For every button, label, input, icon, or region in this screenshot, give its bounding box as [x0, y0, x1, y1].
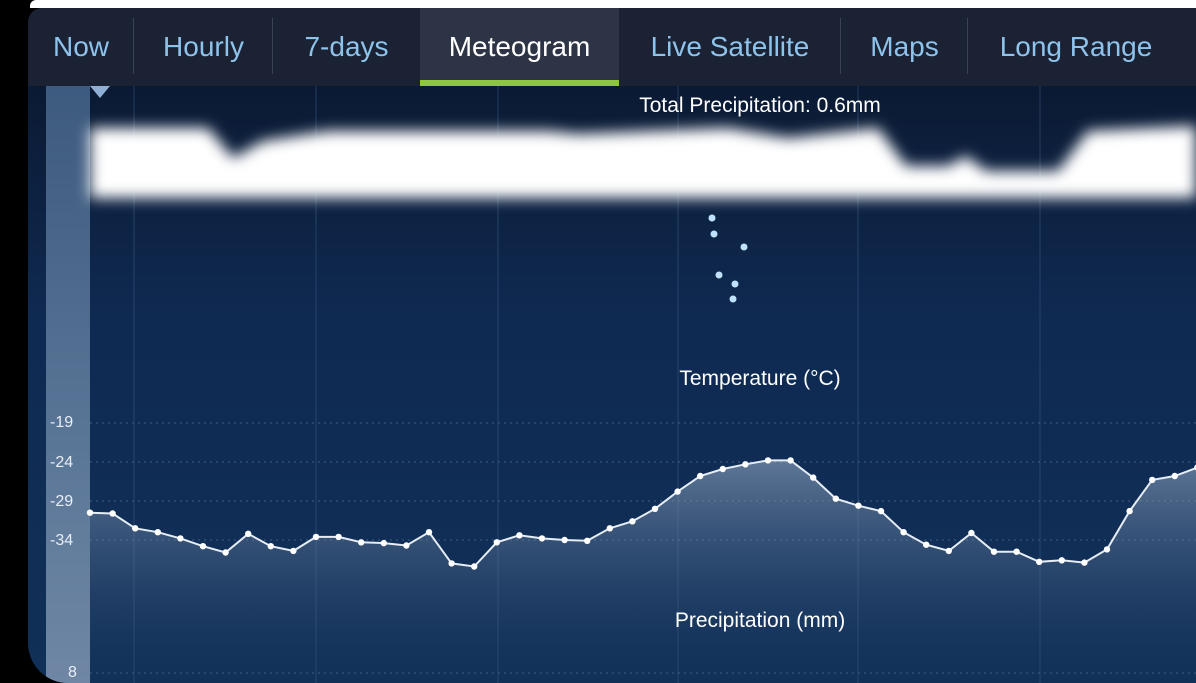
temperature-point [584, 537, 591, 544]
temperature-point [335, 533, 342, 541]
temperature-point [742, 461, 749, 468]
y-tick-label: -24 [50, 454, 74, 471]
precip-axis-tick: 8 [68, 664, 77, 681]
temperature-point [109, 510, 116, 517]
tab-live-satellite-label: Live Satellite [650, 31, 810, 62]
temperature-point [154, 529, 161, 536]
tab-maps-label: Maps [870, 31, 939, 62]
tab-live-satellite[interactable]: Live Satellite [619, 8, 841, 86]
temperature-point [697, 472, 704, 480]
temperature-axis-label: Temperature (°C) [679, 367, 841, 390]
temperature-point [132, 525, 139, 532]
temperature-point [855, 502, 862, 509]
temperature-point [877, 507, 885, 515]
window-top-edge [30, 0, 1196, 8]
active-tab-indicator [420, 80, 619, 86]
temperature-point [990, 548, 998, 555]
temperature-point [516, 532, 523, 539]
meteogram-svg [86, 86, 1196, 683]
temperature-point [810, 474, 817, 481]
tab-7-days-label: 7-days [304, 31, 389, 62]
temperature-point [1058, 557, 1066, 564]
temperature-point [561, 536, 568, 544]
temperature-point [267, 543, 274, 550]
temperature-point [719, 465, 726, 473]
temperature-point [629, 518, 636, 525]
tab-meteogram-label: Meteogram [448, 31, 591, 62]
temperature-point [1126, 507, 1133, 515]
temperature-point [471, 563, 478, 570]
temperature-point [1171, 472, 1179, 480]
y-tick-label: -34 [50, 532, 74, 549]
snowflake-dot [740, 243, 748, 251]
temperature-point [358, 539, 365, 546]
temperature-point [199, 543, 207, 550]
temperature-point [380, 539, 387, 547]
total-precipitation-label: Total Precipitation: 0.6mm [639, 94, 881, 117]
temperature-point [403, 542, 410, 549]
tab-7-days[interactable]: 7-days [273, 8, 420, 86]
temperature-point [448, 560, 455, 567]
temperature-point [1103, 546, 1111, 553]
temperature-point [538, 535, 546, 542]
y-axis-strip [46, 86, 90, 683]
snowflake-dot [731, 280, 739, 288]
temperature-line [89, 459, 1196, 568]
temperature-point [312, 533, 320, 541]
tab-long-range-label: Long Range [999, 31, 1153, 62]
temperature-point [674, 488, 681, 495]
temperature-point [832, 495, 839, 502]
temperature-point [968, 529, 975, 537]
temperature-point [222, 549, 229, 556]
temperature-point [1149, 476, 1156, 484]
temperature-point [651, 505, 659, 512]
temperature-point [177, 535, 184, 542]
temperature-point [1013, 548, 1020, 555]
temperature-point [1036, 558, 1043, 565]
tab-hourly-label: Hourly [163, 31, 244, 62]
forecast-tab-bar: Now Hourly 7-days Meteogram Live Satelli… [28, 8, 1196, 86]
y-tick-label: -29 [50, 493, 74, 510]
snow-dots [708, 214, 748, 303]
tab-now[interactable]: Now [28, 8, 134, 86]
precipitation-axis-label: Precipitation (mm) [674, 609, 846, 632]
temperature-point [290, 547, 297, 555]
y-tick-label: -19 [50, 414, 74, 431]
tab-meteogram[interactable]: Meteogram [420, 8, 619, 86]
temperature-point [787, 457, 794, 464]
temperature-point [945, 547, 952, 555]
snowflake-dot [729, 295, 737, 303]
temperature-point [923, 541, 930, 548]
axis-marker-icon [90, 86, 110, 98]
temperature-area [90, 460, 1196, 683]
cloud-cover-band [90, 126, 1196, 198]
tab-hourly[interactable]: Hourly [134, 8, 273, 86]
tab-maps[interactable]: Maps [841, 8, 968, 86]
snowflake-dot [710, 230, 718, 238]
meteogram-chart[interactable]: Total Precipitation: 0.6mm Temperature (… [28, 86, 1196, 683]
temperature-point [1081, 559, 1088, 566]
temperature-points [86, 457, 1196, 570]
temperature-point [86, 509, 94, 516]
temperature-point [764, 457, 772, 464]
temperature-point [245, 530, 252, 537]
temperature-point [606, 525, 613, 532]
snowflake-dot [715, 271, 723, 279]
snowflake-dot [708, 214, 716, 222]
temperature-point [493, 539, 500, 546]
tab-long-range[interactable]: Long Range [968, 8, 1184, 86]
temperature-point [425, 529, 433, 536]
temperature-point [900, 529, 907, 536]
tab-now-label: Now [52, 31, 109, 62]
